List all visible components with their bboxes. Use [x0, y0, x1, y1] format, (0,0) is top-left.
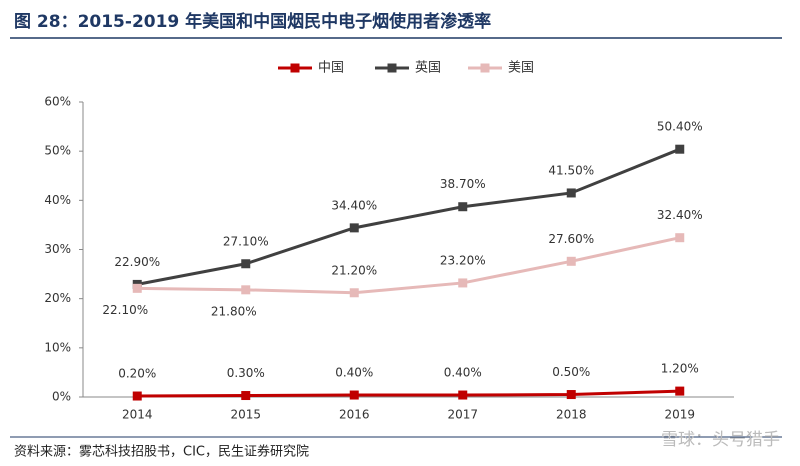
y-tick-label: 0% — [52, 390, 71, 404]
point-marker — [458, 202, 468, 212]
point-marker — [132, 283, 142, 293]
value-label: 27.60% — [548, 232, 594, 246]
value-label: 34.40% — [331, 198, 377, 212]
series-line — [136, 147, 681, 286]
value-label: 41.50% — [548, 163, 594, 177]
x-tick-label: 2016 — [339, 408, 370, 422]
value-label: 0.30% — [227, 366, 265, 380]
value-label: 0.40% — [444, 366, 482, 380]
value-label: 0.20% — [118, 367, 156, 381]
point-marker — [675, 386, 685, 396]
y-tick-label: 50% — [44, 144, 71, 158]
y-tick-label: 40% — [44, 193, 71, 207]
legend-marker — [387, 63, 397, 73]
point-marker — [132, 391, 142, 401]
legend-marker — [290, 63, 300, 73]
point-marker — [241, 391, 251, 401]
chart-title: 图 28：2015-2019 年美国和中国烟民中电子烟使用者渗透率 — [14, 11, 491, 32]
point-marker — [566, 390, 576, 400]
value-label: 50.40% — [657, 120, 703, 134]
source: 资料来源：雾芯科技招股书，CIC，民生证券研究院 — [14, 444, 309, 460]
legend-label: 美国 — [508, 61, 534, 76]
x-tick-label: 2015 — [230, 408, 261, 422]
value-label: 1.20% — [661, 362, 699, 376]
value-label: 0.40% — [335, 366, 373, 380]
point-marker — [675, 233, 685, 243]
x-tick-label: 2018 — [556, 408, 587, 422]
point-marker — [566, 188, 576, 198]
y-tick-label: 60% — [44, 95, 71, 109]
legend-label: 中国 — [318, 61, 344, 76]
value-label: 22.10% — [102, 303, 148, 317]
point-marker — [458, 278, 468, 288]
value-label: 23.20% — [440, 253, 486, 267]
point-marker — [349, 288, 359, 298]
x-tick-label: 2017 — [447, 408, 478, 422]
series-line — [137, 389, 680, 398]
legend-label: 英国 — [415, 61, 441, 76]
value-label: 27.10% — [223, 234, 269, 248]
point-marker — [675, 144, 685, 154]
x-tick-label: 2014 — [122, 408, 153, 422]
point-marker — [458, 390, 468, 400]
series-line — [137, 236, 681, 295]
watermark: 雪球：头号猎手 — [661, 430, 780, 450]
x-tick-label: 2019 — [664, 408, 695, 422]
y-tick-label: 30% — [44, 242, 71, 256]
point-marker — [349, 223, 359, 233]
value-label: 22.90% — [114, 255, 160, 269]
value-label: 32.40% — [657, 208, 703, 222]
point-marker — [241, 259, 251, 269]
y-tick-label: 10% — [44, 340, 71, 354]
value-label: 21.20% — [331, 263, 377, 277]
point-marker — [566, 256, 576, 266]
legend-marker — [480, 63, 490, 73]
point-marker — [241, 285, 251, 295]
value-label: 0.50% — [552, 365, 590, 379]
point-marker — [349, 390, 359, 400]
value-label: 38.70% — [440, 177, 486, 191]
value-label: 21.80% — [211, 304, 257, 318]
y-tick-label: 20% — [44, 291, 71, 305]
